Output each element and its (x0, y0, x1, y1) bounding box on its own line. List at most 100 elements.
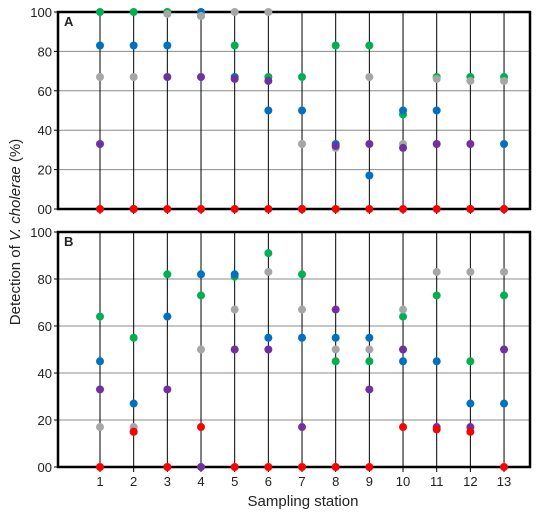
panel-b-y-tick-label: 60 (38, 319, 52, 334)
panel-b-series-5-point-3 (163, 463, 172, 471)
panel-b-series-2-point-6 (264, 333, 273, 342)
panel-b-series-2-point-11 (432, 357, 441, 366)
panel-b-series-2-point-12 (466, 399, 475, 408)
panel-a-series-2-point-10 (399, 106, 408, 115)
panel-b-series-1-point-3 (163, 270, 172, 279)
panel-b-series-5-point-5 (230, 463, 239, 471)
panel-a-series-3-point-7 (298, 139, 307, 148)
panel-b-x-tick-label: 5 (231, 474, 238, 489)
panel-b-series-5-point-10 (399, 423, 408, 432)
panel-b-series-2-point-9 (365, 333, 374, 342)
panel-a-series-3-point-4 (197, 11, 206, 20)
panel-a-series-5-point-5 (230, 205, 239, 213)
panel-b-y-tick-label: 20 (38, 413, 52, 428)
panel-b-series-2-point-1 (96, 357, 104, 366)
panel-a-series-5-point-2 (129, 205, 138, 213)
panel-a-series-4-point-11 (432, 139, 441, 148)
panel-a-series-3-point-1 (96, 73, 104, 82)
panel-b-series-3-point-4 (197, 345, 206, 354)
panel-b-y-tick-label: 00 (38, 460, 52, 475)
panel-b-x-tick-label: 11 (430, 474, 444, 489)
panel-b-series-3-point-6 (264, 267, 273, 276)
panel-a-series-4-point-6 (264, 76, 273, 85)
panel-b-series-1-point-13 (500, 291, 509, 300)
panel-a-series-4-point-3 (163, 73, 172, 82)
panel-b-series-5-point-12 (466, 427, 475, 436)
panel-b-series-3-point-12 (466, 267, 475, 276)
panel-a-y-tick-label: 20 (38, 163, 52, 178)
panel-b-series-3-point-1 (96, 423, 104, 432)
panel-a-series-1-point-9 (365, 41, 374, 50)
panel-b-series-1-point-6 (264, 249, 273, 258)
panel-b-series-4-point-13 (500, 345, 509, 354)
panel-b-series-2-point-4 (197, 270, 206, 279)
panel-a-series-3-point-6 (264, 8, 273, 16)
panel-b-series-1-point-11 (432, 291, 441, 300)
panel-b-series-1-point-1 (96, 312, 104, 321)
panel-b-series-4-point-10 (399, 345, 408, 354)
panel-a-series-5-point-1 (96, 205, 104, 213)
panel-b-frame (56, 230, 532, 469)
panel-b-series-4-point-3 (163, 385, 172, 394)
panel-b-series-3-point-11 (432, 267, 441, 276)
panel-a-series-1-point-2 (129, 8, 138, 16)
panel-b-x-tick-label: 10 (396, 474, 410, 489)
panel-b-y-tick-label: 100 (30, 225, 52, 240)
panel-b-series-5-point-1 (96, 463, 104, 471)
panel-a-series-4-point-12 (466, 139, 475, 148)
x-axis-label: Sampling station (248, 493, 359, 510)
panel-b-y-tick-label: 40 (38, 366, 52, 381)
panel-b-series-4-point-9 (365, 385, 374, 394)
panel-b-series-4-point-7 (298, 423, 307, 432)
panel-b-series-4-point-6 (264, 345, 273, 354)
panel-b-series-2-point-13 (500, 399, 509, 408)
panel-b-x-tick-label: 3 (164, 474, 171, 489)
panel-a-series-2-point-1 (96, 41, 104, 50)
panel-b-series-2-point-2 (129, 399, 138, 408)
panel-a-series-4-point-8 (331, 141, 340, 150)
panel-a-series-4-point-4 (197, 73, 206, 82)
panel-a-series-5-point-4 (197, 205, 206, 213)
panel-a-series-3-point-12 (466, 76, 475, 85)
panel-b-y-tick-label: 80 (38, 272, 52, 287)
panel-a-series-4-point-5 (230, 74, 239, 83)
panel-a: 00 20 40 60 80 100 A (30, 5, 532, 217)
panel-a-y-tick-label: 60 (38, 84, 52, 99)
panel-a-series-4-point-10 (399, 143, 408, 152)
panel-a-series-1-point-7 (298, 73, 307, 82)
panel-b-series-2-point-5 (230, 270, 239, 279)
panel-a-series-2-point-7 (298, 106, 307, 115)
panel-b-series-4-point-4 (197, 463, 206, 471)
panel-b-label: B (64, 234, 73, 249)
panel-b-series-3-point-13 (500, 267, 509, 276)
panel-b-series-5-point-6 (264, 463, 273, 471)
panel-a-series-5-point-9 (365, 205, 374, 213)
panel-b-series-5-point-13 (500, 463, 509, 471)
panel-b-series-3-point-9 (365, 345, 374, 354)
panel-b-series-3-point-5 (230, 305, 239, 314)
panel-b-x-tick-label: 8 (332, 474, 339, 489)
panel-a-series-2-point-9 (365, 171, 374, 180)
panel-b-series-3-point-7 (298, 305, 307, 314)
panel-b-series-5-point-9 (365, 463, 374, 471)
panel-b-series-1-point-10 (399, 312, 408, 321)
panel-b-series-5-point-7 (298, 463, 307, 471)
panel-b-series-4-point-1 (96, 385, 104, 394)
panel-b-series-1-point-4 (197, 291, 206, 300)
panel-b-x-tick-label: 9 (366, 474, 373, 489)
panel-a-series-3-point-13 (500, 76, 509, 85)
panel-b-series-3-point-10 (399, 305, 408, 314)
panel-a-series-1-point-5 (230, 41, 239, 50)
panel-a-series-5-point-13 (500, 205, 509, 213)
panel-a-series-4-point-1 (96, 139, 104, 148)
panel-b-series-2-point-8 (331, 333, 340, 342)
panel-a-series-3-point-9 (365, 73, 374, 82)
panel-a-series-3-point-11 (432, 74, 441, 83)
panel-b-series-4-point-5 (230, 345, 239, 354)
panel-a-series-4-point-9 (365, 139, 374, 148)
panel-b-x-tick-label: 4 (197, 474, 204, 489)
panel-a-series-3-point-5 (230, 8, 239, 16)
panel-a-series-5-point-10 (399, 205, 408, 213)
